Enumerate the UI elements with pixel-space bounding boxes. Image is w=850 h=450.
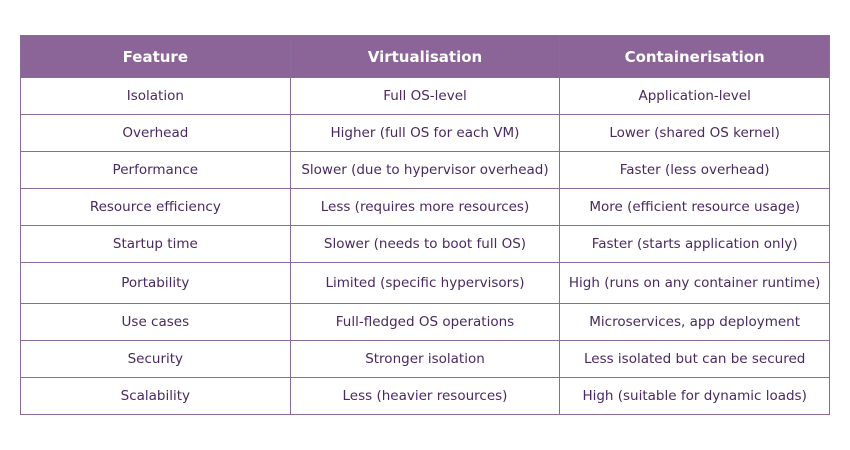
table-cell: Application-level: [559, 77, 830, 115]
header-cell: Virtualisation: [289, 35, 561, 78]
table-cell: Use cases: [20, 303, 291, 341]
table-cell: Security: [20, 340, 291, 378]
table-row: Resource efficiency Less (requires more r…: [20, 188, 830, 226]
table-cell: Lower (shared OS kernel): [559, 114, 830, 152]
table-cell: Higher (full OS for each VM): [289, 114, 561, 152]
table-cell: Faster (starts application only): [559, 225, 830, 263]
table-cell: Isolation: [20, 77, 291, 115]
table-cell: Startup time: [20, 225, 291, 263]
table-cell: Resource efficiency: [20, 188, 291, 226]
table-cell: High (runs on any container runtime): [559, 262, 830, 304]
table-row: Performance Slower (due to hypervisor ove…: [20, 151, 830, 189]
table-cell: Less isolated but can be secured: [559, 340, 830, 378]
table-cell: Less (heavier resources): [289, 377, 561, 415]
table-cell: More (efficient resource usage): [559, 188, 830, 226]
header-cell: Containerisation: [559, 35, 830, 78]
table-cell: High (suitable for dynamic loads): [559, 377, 830, 415]
table-cell: Performance: [20, 151, 291, 189]
table-cell: Less (requires more resources): [289, 188, 561, 226]
comparison-table: Feature Virtualisation Containerisation Is…: [20, 35, 830, 415]
table-cell: Stronger isolation: [289, 340, 561, 378]
table-cell: Slower (needs to boot full OS): [289, 225, 561, 263]
table-cell: Overhead: [20, 114, 291, 152]
table-cell: Portability: [20, 262, 291, 304]
table-cell: Limited (specific hypervisors): [289, 262, 561, 304]
table-row: Security Stronger isolation Less isolated …: [20, 340, 830, 378]
table-row: Portability Limited (specific hypervisors…: [20, 262, 830, 304]
table-cell: Full OS-level: [289, 77, 561, 115]
table-cell: Microservices, app deployment: [559, 303, 830, 341]
table-cell: Full-fledged OS operations: [289, 303, 561, 341]
table-row: Use cases Full-fledged OS operations Micro…: [20, 303, 830, 341]
table-row: Overhead Higher (full OS for each VM) Lowe…: [20, 114, 830, 152]
table-row: Startup time Slower (needs to boot full O…: [20, 225, 830, 263]
table-row: Isolation Full OS-level Application-level: [20, 77, 830, 115]
table-cell: Faster (less overhead): [559, 151, 830, 189]
table-row: Scalability Less (heavier resources) High …: [20, 377, 830, 415]
header-row: Feature Virtualisation Containerisation: [20, 35, 830, 78]
header-cell: Feature: [20, 35, 291, 78]
table-cell: Slower (due to hypervisor overhead): [289, 151, 561, 189]
table-cell: Scalability: [20, 377, 291, 415]
